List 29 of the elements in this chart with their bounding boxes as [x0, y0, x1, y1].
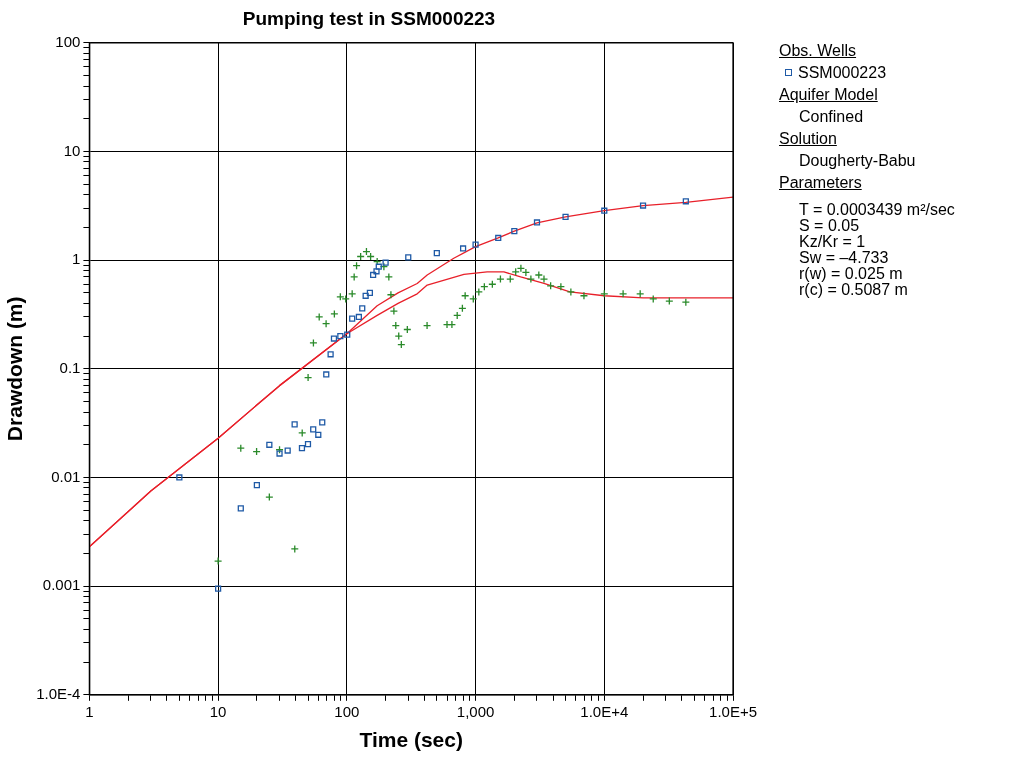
- text: T = 0.0003439 m²/sec: [798, 201, 955, 218]
- text: Aquifer Model: [779, 85, 879, 105]
- text: Parameters: [779, 173, 863, 193]
- x-tick-label: 1,000: [456, 702, 495, 720]
- y-tick-label: 0.01: [51, 467, 81, 485]
- text: Kz/Kr = 1: [798, 233, 867, 250]
- y-tick-label: 0.001: [42, 576, 81, 594]
- x-tick-label: 100: [334, 702, 360, 720]
- y-tick-label: 0.1: [59, 358, 81, 376]
- text: r(w) = 0.025 m: [798, 265, 904, 282]
- y-axis-title: Drawdown (m): [3, 296, 27, 442]
- chart-title: Pumping test in SSM000223: [242, 7, 496, 29]
- x-tick-label: 1.0E+4: [580, 702, 629, 720]
- x-axis-title: Time (sec): [359, 728, 463, 752]
- text: r(c) = 0.5087 m: [798, 281, 909, 298]
- text: Solution: [779, 129, 838, 149]
- y-tick-label: 100: [55, 32, 81, 50]
- x-tick-label: 10: [209, 702, 227, 720]
- legend-title: Obs. Wells: [779, 41, 858, 61]
- text: Confined: [798, 107, 865, 127]
- y-tick-label: 1: [72, 250, 81, 268]
- legend-label: SSM000223: [797, 63, 888, 83]
- x-tick-label: 1: [85, 702, 94, 720]
- text: Sw = –4.733: [798, 249, 890, 266]
- x-tick-label: 1.0E+5: [709, 702, 757, 720]
- text: Dougherty-Babu: [798, 151, 917, 171]
- y-tick-label: 10: [63, 141, 81, 159]
- y-tick-label: 1.0E-4: [36, 684, 81, 702]
- text: S = 0.05: [798, 217, 861, 234]
